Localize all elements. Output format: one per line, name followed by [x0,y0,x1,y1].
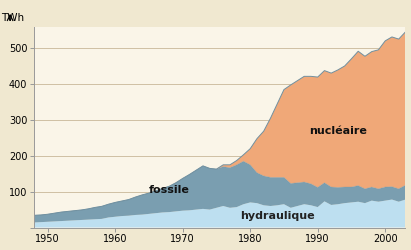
Text: hydraulique: hydraulique [240,211,314,221]
Text: TWh: TWh [1,13,24,23]
Text: nucléaire: nucléaire [309,126,367,136]
Text: fossile: fossile [149,185,189,195]
